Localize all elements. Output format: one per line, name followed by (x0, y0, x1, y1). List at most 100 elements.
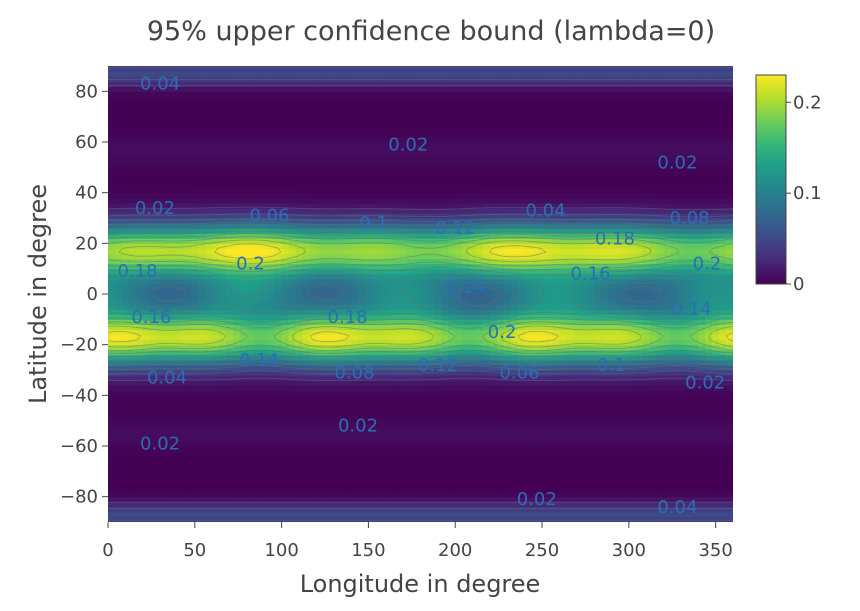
heat-cell (233, 218, 241, 224)
heat-cell (483, 66, 491, 72)
heat-cell (309, 142, 317, 148)
heat-cell (448, 314, 456, 320)
heat-cell (316, 446, 324, 452)
heat-cell (455, 425, 463, 432)
heat-cell (448, 207, 456, 214)
heat-cell (156, 516, 165, 522)
heat-cell (406, 182, 415, 189)
heat-cell (274, 182, 283, 189)
heat-cell (198, 167, 206, 173)
heat-cell (371, 405, 380, 412)
heat-cell (142, 212, 151, 219)
heat-cell (108, 456, 116, 462)
heat-cell (156, 218, 165, 224)
heat-cell (184, 516, 192, 522)
heat-cell (406, 96, 415, 103)
heat-cell (358, 187, 366, 194)
heat-cell (163, 182, 172, 189)
heat-cell (358, 456, 366, 462)
heat-cell (378, 496, 387, 503)
heat-cell (163, 405, 172, 412)
heat-cell (219, 136, 227, 143)
heat-cell (274, 451, 283, 457)
heat-cell (233, 395, 241, 401)
heat-cell (406, 501, 415, 508)
heat-cell (420, 268, 429, 275)
heat-cell (246, 309, 255, 315)
heat-cell (135, 157, 144, 163)
heat-cell (226, 182, 234, 189)
heat-cell (364, 268, 373, 275)
heat-cell (399, 299, 408, 305)
heat-cell (239, 511, 248, 518)
heat-cell (330, 202, 338, 209)
heat-cell (246, 152, 255, 158)
heat-cell (233, 420, 241, 427)
heat-cell (358, 334, 366, 341)
heat-cell (288, 506, 297, 513)
heat-cell (399, 339, 408, 346)
heat-cell (128, 481, 137, 488)
heat-cell (371, 375, 380, 381)
heat-cell (316, 344, 324, 351)
heat-cell (483, 238, 491, 244)
heat-cell (399, 334, 408, 341)
heat-cell (212, 136, 220, 143)
heat-cell (135, 283, 144, 290)
heat-cell (156, 152, 165, 158)
heat-cell (392, 238, 401, 244)
heat-cell (253, 405, 262, 412)
heat-cell (177, 461, 185, 467)
heat-cell (323, 238, 331, 244)
heat-cell (142, 481, 151, 488)
heat-cell (371, 152, 380, 158)
heat-cell (114, 446, 123, 452)
heat-cell (267, 66, 276, 72)
heat-cell (330, 71, 338, 77)
heat-cell (226, 324, 234, 331)
heat-cell (149, 395, 158, 401)
heat-cell (253, 329, 262, 336)
heat-cell (114, 86, 123, 92)
heat-cell (198, 101, 206, 108)
heat-cell (267, 182, 276, 189)
heat-cell (108, 420, 116, 427)
heat-cell (149, 131, 158, 138)
heat-cell (364, 263, 373, 270)
heat-cell (483, 71, 491, 77)
heat-cell (351, 294, 359, 300)
heat-cell (337, 66, 345, 72)
heat-cell (184, 440, 192, 447)
heat-cell (371, 121, 380, 128)
heat-cell (371, 415, 380, 422)
heat-cell (170, 86, 179, 92)
heat-cell (455, 390, 463, 396)
heat-cell (420, 481, 429, 488)
heat-cell (295, 207, 304, 214)
heat-cell (114, 425, 123, 432)
heat-cell (156, 349, 165, 356)
heat-cell (441, 446, 449, 452)
heat-cell (295, 319, 304, 325)
heat-cell (142, 466, 151, 472)
heat-cell (246, 324, 255, 331)
heat-cell (239, 76, 248, 82)
heat-cell (288, 192, 297, 199)
heat-cell (267, 76, 276, 82)
heat-cell (128, 288, 137, 295)
heat-cell (385, 314, 394, 320)
heat-cell (330, 400, 338, 407)
heat-cell (469, 405, 477, 412)
heat-cell (469, 157, 477, 163)
heat-cell (260, 238, 269, 244)
heat-cell (253, 172, 262, 179)
heat-cell (108, 415, 116, 422)
heat-cell (323, 182, 331, 189)
heat-cell (413, 294, 422, 300)
heat-cell (316, 319, 324, 325)
heat-cell (385, 182, 394, 189)
heat-cell (295, 167, 304, 173)
heat-cell (462, 496, 470, 503)
heat-cell (295, 440, 304, 447)
heat-cell (316, 76, 324, 82)
